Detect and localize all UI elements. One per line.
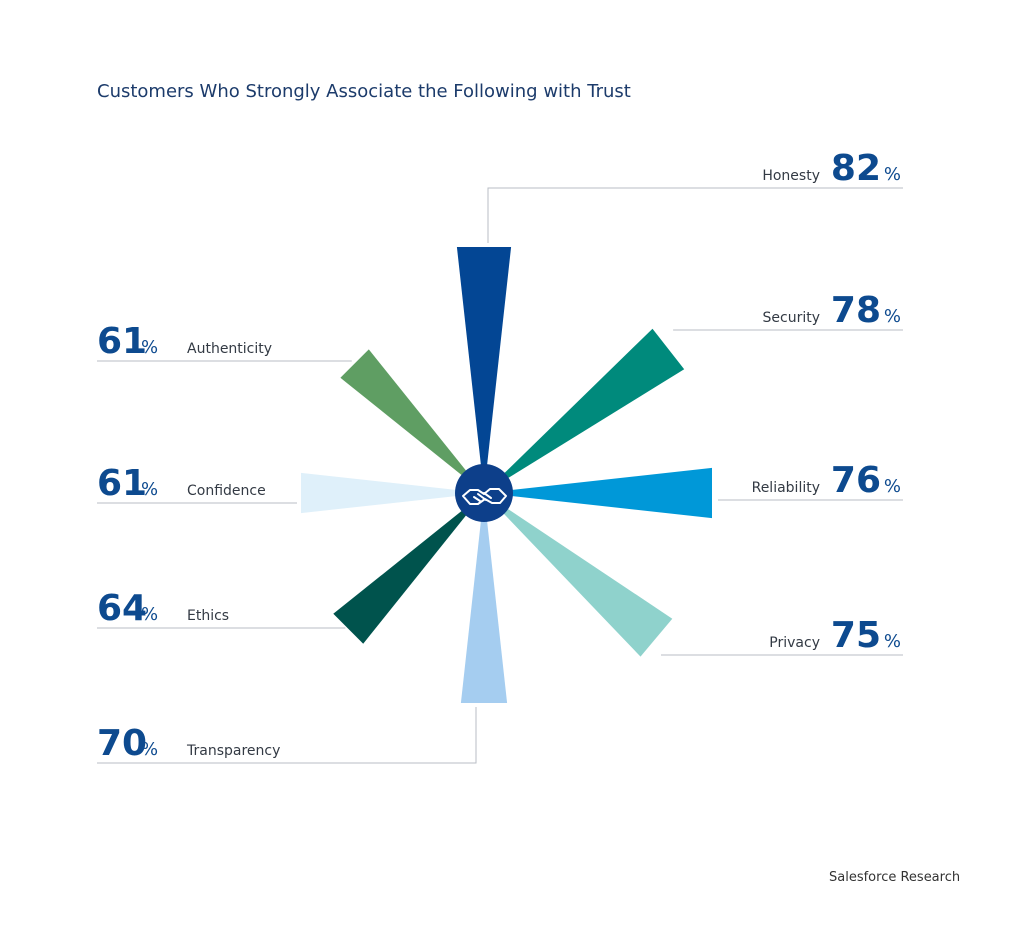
spoke-confidence <box>301 472 484 514</box>
spoke-transparency <box>460 493 508 703</box>
leader-line-honesty <box>487 187 903 243</box>
value-ethics: 64 <box>97 588 147 629</box>
leader-line-transparency <box>97 707 477 764</box>
value-honesty: 82 <box>831 148 881 189</box>
unit-security: % <box>884 306 901 327</box>
label-ethics: Ethics <box>187 608 229 624</box>
spoke-reliability <box>484 467 712 519</box>
center-badge <box>455 464 513 522</box>
leader-lines-group <box>97 187 903 764</box>
value-security: 78 <box>831 290 881 331</box>
unit-authenticity: % <box>141 337 158 358</box>
value-confidence: 61 <box>97 463 147 504</box>
handshake-icon <box>462 488 507 505</box>
spokes-group <box>301 247 712 703</box>
value-privacy: 75 <box>831 615 881 656</box>
label-security: Security <box>763 310 821 326</box>
spoke-ethics <box>333 493 484 644</box>
unit-reliability: % <box>884 476 901 497</box>
value-authenticity: 61 <box>97 321 147 362</box>
unit-ethics: % <box>141 604 158 625</box>
unit-privacy: % <box>884 631 901 652</box>
value-transparency: 70 <box>97 723 147 764</box>
labels-group: %82Honesty%78Security%76Reliability%75Pr… <box>97 148 901 764</box>
unit-honesty: % <box>884 164 901 185</box>
spoke-security <box>484 328 685 493</box>
label-authenticity: Authenticity <box>187 341 272 357</box>
unit-confidence: % <box>141 479 158 500</box>
source-note: Salesforce Research <box>829 870 960 885</box>
label-confidence: Confidence <box>187 483 266 499</box>
spoke-honesty <box>456 247 512 493</box>
spoke-authenticity <box>340 349 484 493</box>
value-reliability: 76 <box>831 460 881 501</box>
spoke-privacy <box>484 493 673 657</box>
label-honesty: Honesty <box>762 168 820 184</box>
label-privacy: Privacy <box>769 635 820 651</box>
label-reliability: Reliability <box>752 480 820 496</box>
chart-title: Customers Who Strongly Associate the Fol… <box>97 81 631 102</box>
unit-transparency: % <box>141 739 158 760</box>
label-transparency: Transparency <box>186 743 280 759</box>
